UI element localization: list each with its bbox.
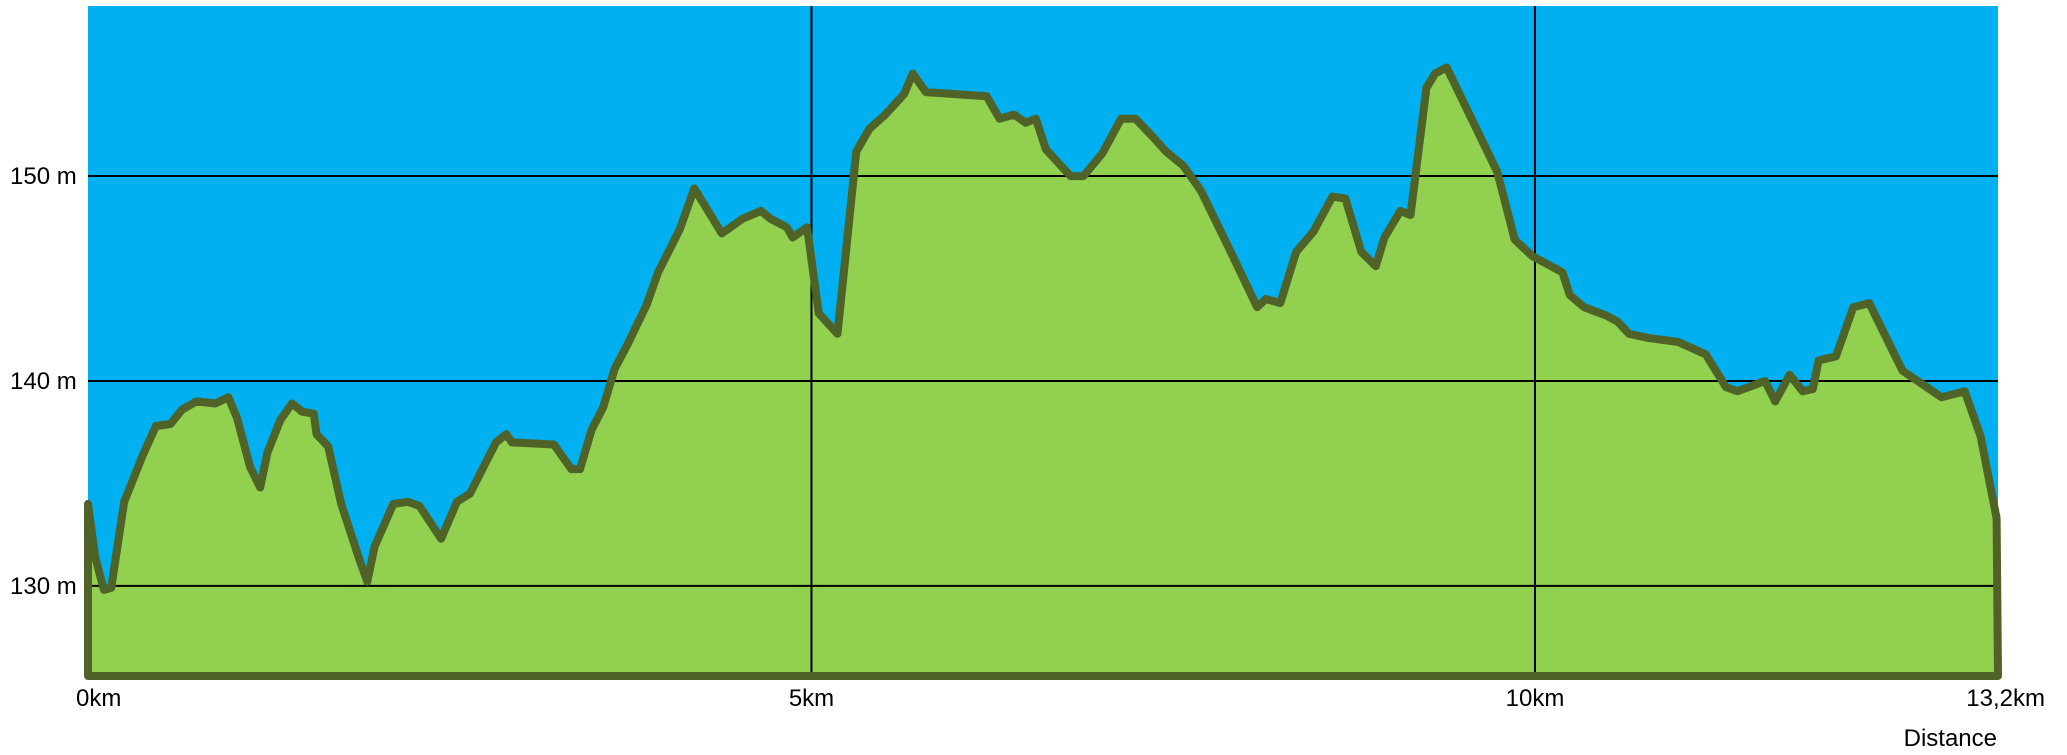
x-tick-label: 0km [76, 685, 121, 712]
elevation-line [84, 63, 2002, 680]
y-tick-label: 140 m [10, 368, 77, 395]
elevation-area [88, 67, 1998, 676]
y-tick-label: 130 m [10, 573, 77, 600]
y-tick-label: 150 m [10, 163, 77, 190]
x-axis-title: Distance [1904, 725, 1997, 752]
x-tick-label: 10km [1506, 685, 1565, 712]
x-tick-label: 5km [789, 685, 834, 712]
x-tick-label: 13,2km [1966, 685, 2045, 712]
